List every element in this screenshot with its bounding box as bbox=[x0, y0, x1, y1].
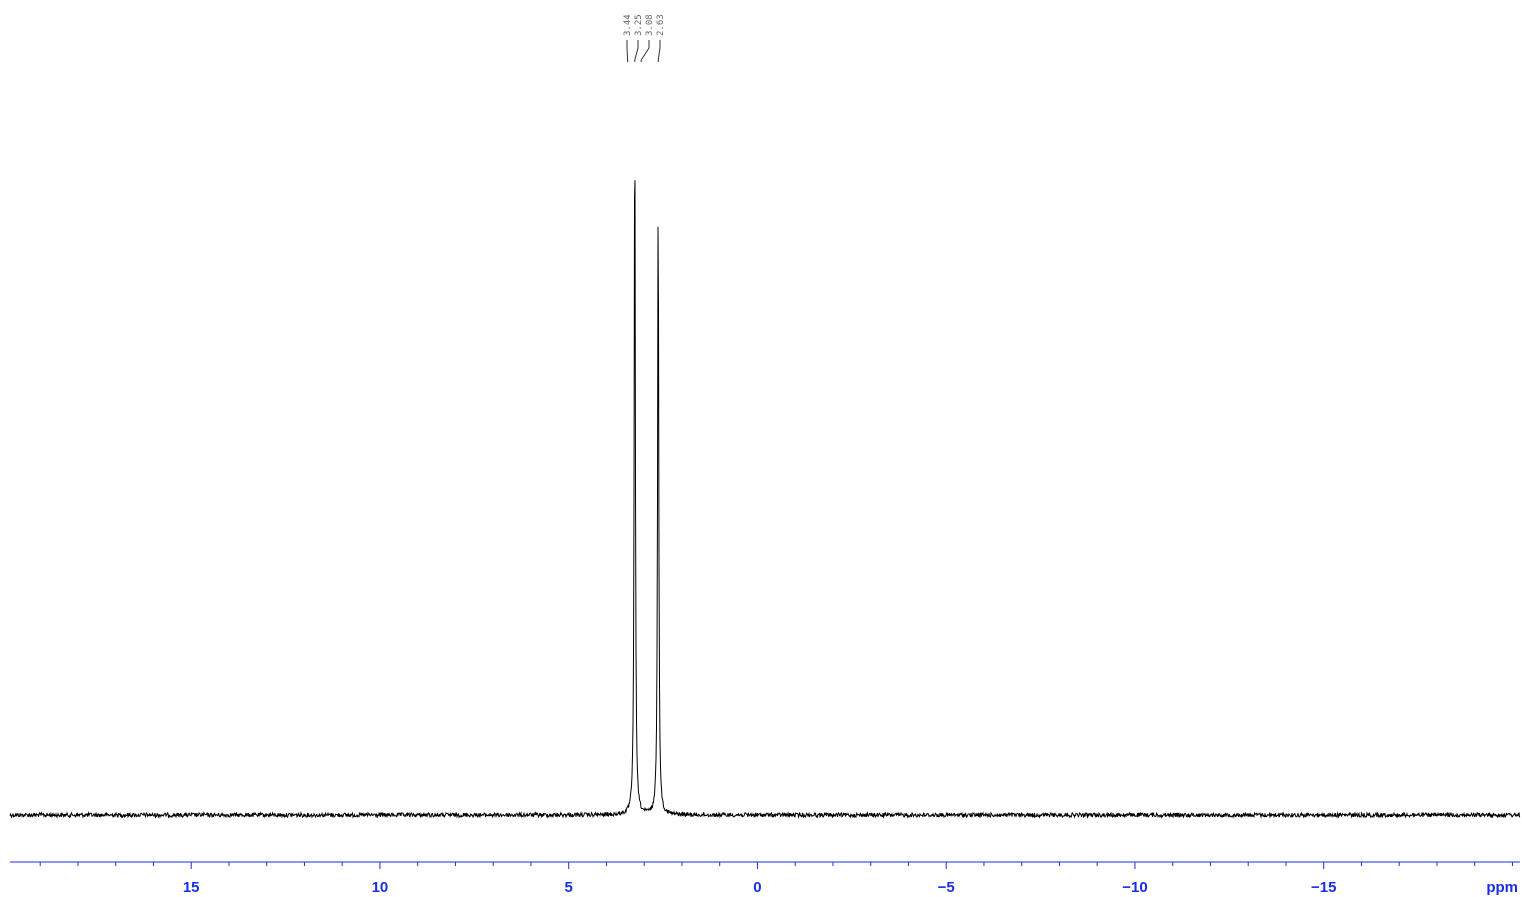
x-axis-tick-label: −15 bbox=[1311, 879, 1336, 896]
x-axis-tick-label: 5 bbox=[565, 879, 573, 896]
peak-labels: 3.44 3.25 3.08 2.63 bbox=[623, 14, 666, 36]
x-axis-tick-label: 10 bbox=[372, 879, 389, 896]
x-axis-ticks bbox=[39, 862, 1513, 869]
peak-label-leader bbox=[634, 40, 639, 62]
peak-label-leader-lines bbox=[626, 40, 661, 62]
peak-label: 2.63 bbox=[656, 14, 666, 36]
x-axis-tick-label: 0 bbox=[753, 879, 761, 896]
x-axis-tick-labels: 15 10 5 0 −5 −10 −15 bbox=[183, 879, 1337, 896]
x-axis-tick-label: 15 bbox=[183, 879, 200, 896]
x-axis-tick-label: −10 bbox=[1122, 879, 1147, 896]
peak-label: 3.25 bbox=[634, 14, 644, 36]
peak-label: 3.44 bbox=[623, 14, 633, 36]
peak-label: 3.08 bbox=[645, 14, 655, 36]
peak-label-leader bbox=[640, 40, 650, 62]
peak-label-leader bbox=[626, 40, 629, 62]
peak-label-leader bbox=[657, 40, 661, 62]
x-axis-unit-label: ppm bbox=[1486, 879, 1518, 896]
spectrum-trace bbox=[9, 180, 1521, 819]
x-axis-tick-label: −5 bbox=[938, 879, 955, 896]
